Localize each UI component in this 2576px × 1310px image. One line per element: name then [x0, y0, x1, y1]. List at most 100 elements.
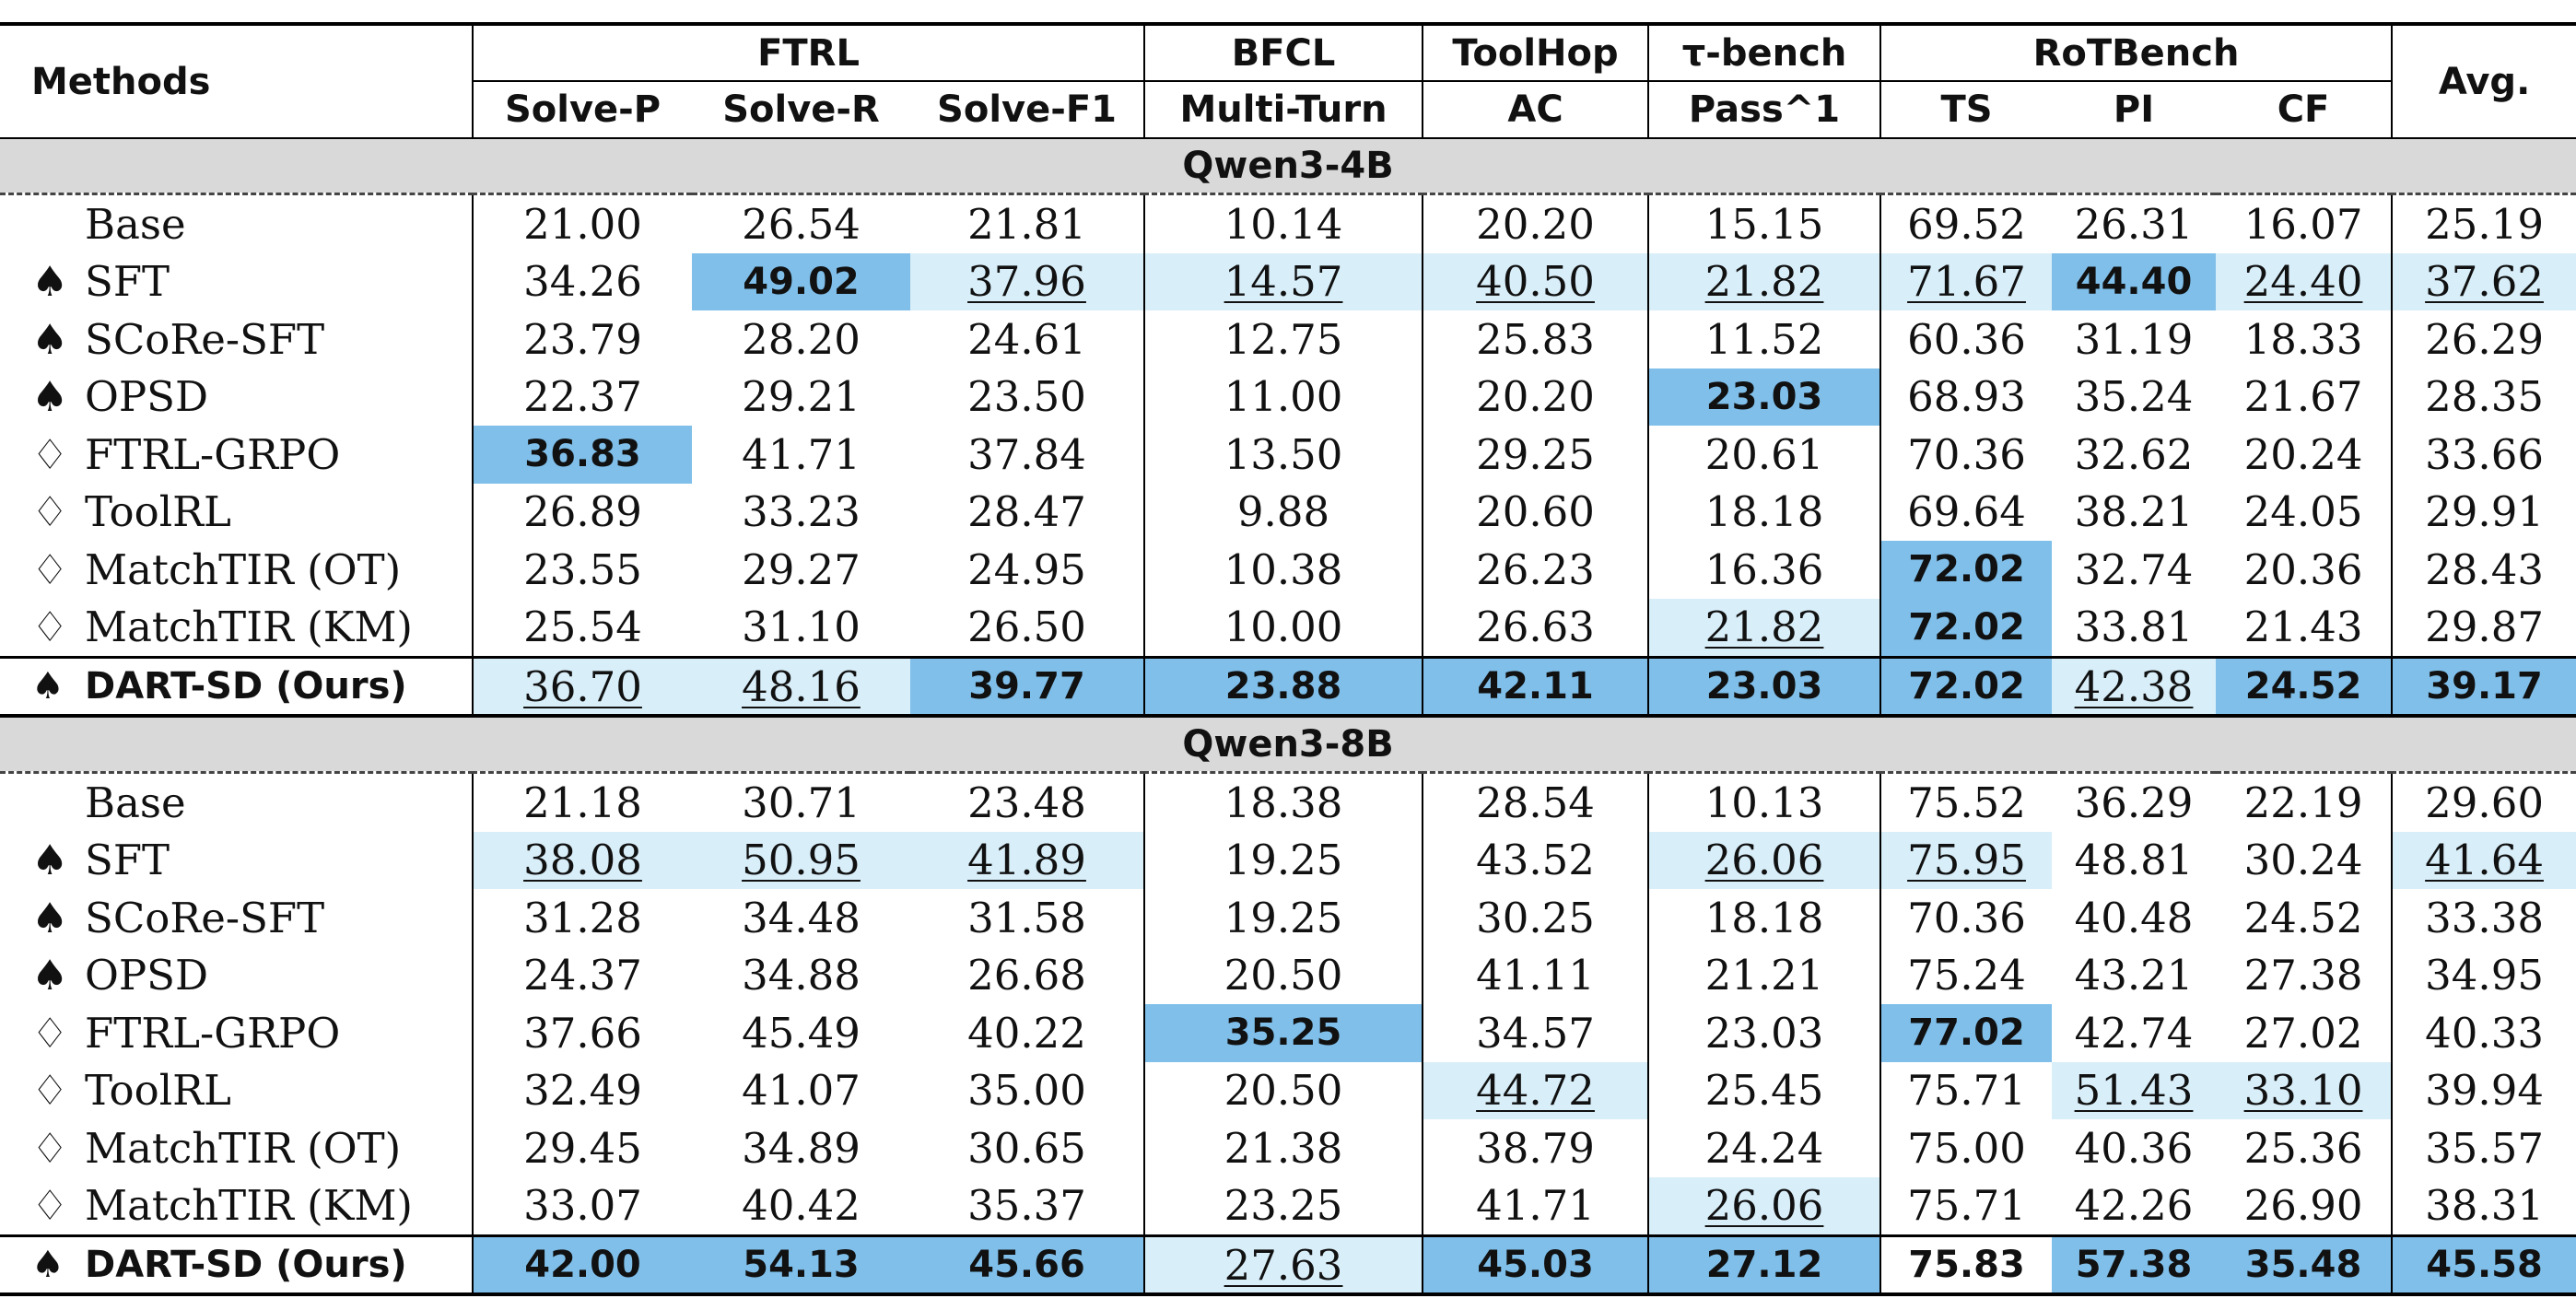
value-cell: 33.23: [742, 487, 861, 537]
value-cell: 35.48: [2216, 1234, 2394, 1296]
value-cell: 37.66: [523, 1008, 642, 1058]
value-cell: 37.62: [2392, 252, 2576, 310]
value-cell: 20.20: [1423, 193, 1650, 253]
method-name: DART-SD (Ours): [85, 1244, 407, 1286]
value-cell: 72.02: [1880, 656, 2053, 718]
value-cell: 77.02: [1880, 1004, 2053, 1062]
diamond-mark-icon: ♢: [31, 1008, 69, 1058]
value-cell: 75.52: [1907, 778, 2026, 827]
value-cell: 18.33: [2216, 310, 2394, 368]
value-cell: 23.50: [910, 368, 1146, 426]
value-cell: 35.57: [2425, 1123, 2544, 1173]
method-name: Base: [85, 778, 186, 827]
method-cell: ♠ DART-SD (Ours): [0, 656, 474, 718]
value-cell: 69.64: [1907, 487, 2026, 537]
method-cell: ♢ FTRL-GRPO: [0, 426, 474, 484]
spade-mark-icon: ♠: [31, 893, 69, 942]
metric-header: Pass^1: [1648, 81, 1882, 138]
table-row: Base 21.00 26.54 21.81 10.14 20.20 15.15 69.52 2…: [0, 193, 2576, 253]
method-name: SCoRe-SFT: [85, 893, 325, 942]
method-cell: ♠ OPSD: [0, 368, 474, 426]
avg-header: Avg.: [2392, 24, 2576, 139]
value-cell: 27.38: [2216, 946, 2394, 1004]
method-cell: ♠ SFT: [0, 831, 474, 889]
value-cell: 21.00: [523, 199, 642, 249]
method-cell: Base: [0, 193, 474, 253]
value-cell: 23.48: [910, 772, 1146, 832]
value-cell: 41.07: [742, 1066, 861, 1116]
table-row: ♢ MatchTIR (KM) 25.54 31.10 26.50 10.00 26.63 2…: [0, 598, 2576, 658]
table-row: ♠ SFT 34.26 49.02 37.96 14.57 40.50 21.82 71.67 4…: [0, 252, 2576, 310]
value-cell: 22.37: [523, 372, 642, 422]
value-cell: 38.08: [473, 831, 692, 889]
value-cell: 34.26: [523, 257, 642, 307]
value-cell: 43.21: [2074, 951, 2194, 1000]
value-cell: 32.62: [2074, 429, 2194, 479]
method-cell: ♢ FTRL-GRPO: [0, 1004, 474, 1062]
value-cell: 20.24: [2216, 426, 2394, 484]
spade-mark-icon: ♠: [31, 836, 69, 885]
value-cell: 21.38: [1144, 1119, 1424, 1177]
method-cell: ♢ MatchTIR (KM): [0, 598, 474, 658]
value-cell: 21.43: [2216, 598, 2394, 658]
value-cell: 26.68: [910, 946, 1146, 1004]
value-cell: 40.36: [2074, 1123, 2194, 1173]
value-cell: 75.95: [1880, 831, 2053, 889]
value-cell: 42.26: [2074, 1181, 2194, 1231]
spade-mark-icon: ♠: [31, 314, 69, 364]
value-cell: 29.45: [523, 1123, 642, 1173]
value-cell: 36.83: [473, 426, 692, 484]
value-cell: 26.89: [523, 487, 642, 537]
method-cell: ♠ SFT: [0, 252, 474, 310]
value-cell: 26.31: [2074, 199, 2194, 249]
value-cell: 70.36: [1907, 429, 2026, 479]
value-cell: 22.19: [2216, 772, 2394, 832]
value-cell: 27.12: [1648, 1234, 1882, 1296]
value-cell: 45.58: [2392, 1234, 2576, 1296]
value-cell: 20.61: [1648, 426, 1882, 484]
value-cell: 37.96: [910, 252, 1146, 310]
value-cell: 20.50: [1144, 1061, 1424, 1119]
value-cell: 11.00: [1144, 368, 1424, 426]
value-cell: 35.25: [1144, 1004, 1424, 1062]
method-cell: ♢ ToolRL: [0, 483, 474, 541]
value-cell: 42.11: [1423, 656, 1650, 718]
method-name: OPSD: [85, 951, 209, 1000]
section-header-row: Qwen3-4B: [0, 138, 2576, 195]
value-cell: 26.06: [1648, 1176, 1882, 1236]
value-cell: 27.63: [1144, 1234, 1424, 1296]
value-cell: 20.60: [1423, 483, 1650, 541]
diamond-mark-icon: ♢: [31, 602, 69, 652]
value-cell: 29.60: [2425, 778, 2544, 827]
method-name: MatchTIR (KM): [85, 602, 413, 652]
value-cell: 19.25: [1144, 831, 1424, 889]
table-row: ♢ MatchTIR (KM) 33.07 40.42 35.37 23.25 41.71 2…: [0, 1176, 2576, 1236]
method-name: Base: [85, 199, 186, 249]
method-name: OPSD: [85, 372, 209, 422]
table-row: ♢ ToolRL 32.49 41.07 35.00 20.50 44.72 25.45 75.…: [0, 1061, 2576, 1119]
value-cell: 41.64: [2392, 831, 2576, 889]
table-row: ♢ FTRL-GRPO 37.66 45.49 40.22 35.25 34.57 23.03…: [0, 1004, 2576, 1062]
value-cell: 41.71: [1423, 1176, 1650, 1236]
value-cell: 21.21: [1648, 946, 1882, 1004]
value-cell: 28.35: [2425, 372, 2544, 422]
group-header-rotbench: RoTBench: [1880, 24, 2394, 82]
spade-mark-icon: ♠: [31, 372, 69, 422]
value-cell: 11.52: [1648, 310, 1882, 368]
value-cell: 14.57: [1144, 252, 1424, 310]
value-cell: 33.38: [2425, 893, 2544, 942]
value-cell: 10.00: [1144, 598, 1424, 658]
value-cell: 25.54: [523, 602, 642, 652]
metric-header: Solve-F1: [910, 81, 1146, 138]
metric-header: Multi-Turn: [1144, 81, 1424, 138]
group-header-ftrl: FTRL: [473, 24, 1146, 82]
value-cell: 32.49: [523, 1066, 642, 1116]
value-cell: 20.36: [2216, 541, 2394, 599]
value-cell: 31.19: [2074, 314, 2194, 364]
table-row: ♠ OPSD 24.37 34.88 26.68 20.50 41.11 21.21 75.24…: [0, 946, 2576, 1004]
value-cell: 75.83: [1880, 1234, 2053, 1296]
table-row: Base 21.18 30.71 23.48 18.38 28.54 10.13 75.52 3…: [0, 772, 2576, 832]
method-name: MatchTIR (OT): [85, 1123, 402, 1173]
value-cell: 39.17: [2392, 656, 2576, 718]
metric-header: TS: [1940, 88, 1993, 131]
